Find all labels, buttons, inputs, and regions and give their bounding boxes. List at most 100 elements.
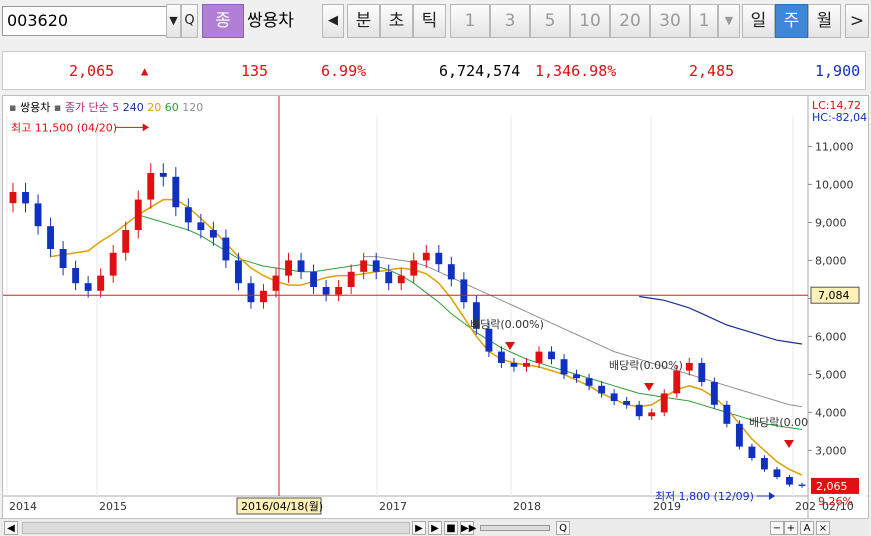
candle-body <box>472 302 480 329</box>
period-minute[interactable]: 분 <box>347 4 380 38</box>
play-button[interactable]: ▶ <box>428 521 442 535</box>
low-annotation: 최저 1,800 (12/09) <box>655 490 754 503</box>
stock-code-input[interactable]: 003620 <box>2 6 198 36</box>
candle-body <box>760 458 768 470</box>
period-20[interactable]: 20 <box>610 4 650 38</box>
candle-body <box>260 290 267 303</box>
volume-rate: 1,346.98% <box>535 62 617 80</box>
scroll-left-button[interactable]: ◀ <box>4 521 18 535</box>
crosshair-date-box <box>236 497 322 515</box>
zoom-out-button[interactable]: − <box>770 521 784 535</box>
horizontal-scrollbar[interactable] <box>22 522 410 534</box>
ma240-line <box>639 295 803 345</box>
period-week[interactable]: 주 <box>775 4 808 38</box>
close-icon[interactable]: × <box>816 521 830 535</box>
candle-body <box>735 423 743 447</box>
candle-body <box>9 192 17 204</box>
quote-bar: 2,065 ▲ 135 6.99% 6,724,574 1,346.98% 2,… <box>2 51 866 90</box>
candle-body <box>172 176 180 208</box>
dividend-annotation: 배당락(0.00 <box>749 416 808 429</box>
legend-ma5: 5 <box>112 101 120 114</box>
legend-stock: 쌍용차 <box>19 101 51 114</box>
candle-body <box>234 260 242 284</box>
type-button[interactable]: 종 <box>202 4 244 38</box>
candle-body <box>685 363 693 371</box>
legend-ma120: 120 <box>182 101 204 114</box>
fast-forward-button[interactable]: ▶▶ <box>460 521 477 535</box>
scroll-right-button[interactable]: ▶ <box>412 521 426 535</box>
dividend-annotation: 배당락(0.00%) <box>470 318 544 331</box>
period-10[interactable]: 10 <box>570 4 610 38</box>
candle-body <box>247 283 255 303</box>
y-tick-label: 4,000 <box>815 406 847 419</box>
period-day[interactable]: 일 <box>742 4 775 38</box>
candle-body <box>548 351 555 360</box>
code-dropdown-button[interactable]: ▼ <box>166 4 181 38</box>
candle-body <box>72 268 80 284</box>
period-dropdown-icon[interactable]: ▼ <box>718 4 740 38</box>
x-tick-label: 2018 <box>513 500 541 513</box>
crosshair-date-label: 2016/04/18(월) <box>241 500 323 513</box>
period-month[interactable]: 월 <box>808 4 841 38</box>
stop-button[interactable]: ■ <box>444 521 458 535</box>
chart-navigation-bar: ◀ ▶ ▶ ■ ▶▶ Q − + A × <box>0 518 869 536</box>
zoom-icon[interactable]: Q <box>556 521 570 535</box>
toolbar: 003620 ▼ Q 종 쌍용차 ◀ 분 초 틱 1 3 5 10 20 30 … <box>0 0 871 44</box>
crosshair-price-box <box>810 286 860 304</box>
candle-body <box>723 404 731 424</box>
candle-body <box>460 279 468 303</box>
up-arrow-icon: ▲ <box>141 64 149 78</box>
y-tick-label: 5,000 <box>815 368 847 381</box>
candle-body <box>798 484 806 486</box>
period-3[interactable]: 3 <box>490 4 530 38</box>
search-icon[interactable]: Q <box>181 4 198 38</box>
prev-button[interactable]: ◀ <box>322 4 344 38</box>
candle-body <box>635 404 643 417</box>
period-custom[interactable]: 1 <box>690 4 718 38</box>
candle-body <box>297 260 305 272</box>
candle-body <box>122 230 130 253</box>
current-rate-label: 9.26% <box>818 495 853 508</box>
zoom-in-button[interactable]: + <box>784 521 798 535</box>
low-arrow-icon <box>768 492 775 500</box>
candle-body <box>573 374 581 379</box>
candle-body <box>22 192 29 204</box>
period-tick[interactable]: 틱 <box>413 4 446 38</box>
candle-body <box>84 283 92 291</box>
candle-body <box>159 173 167 177</box>
y-tick-label: 6,000 <box>815 330 847 343</box>
candle-body <box>397 275 405 284</box>
high-price: 2,485 <box>689 62 735 80</box>
price-change: 135 <box>241 62 269 80</box>
period-30[interactable]: 30 <box>650 4 690 38</box>
candle-body <box>34 203 42 227</box>
zoom-slider[interactable] <box>480 525 550 531</box>
ma20-line <box>50 198 803 476</box>
candle-body <box>773 469 781 477</box>
change-rate: 6.99% <box>321 62 367 80</box>
candle-body <box>372 260 380 272</box>
chart-canvas[interactable]: 11,00010,0009,0008,0007,0006,0005,0004,0… <box>3 96 868 518</box>
hc-label: HC:-82,04 <box>812 111 867 124</box>
legend-ma60: 60 <box>164 101 179 114</box>
period-5[interactable]: 5 <box>530 4 570 38</box>
period-second[interactable]: 초 <box>380 4 413 38</box>
high-arrow-icon <box>142 123 149 132</box>
candle-body <box>485 328 493 352</box>
dividend-annotation: 배당락(0.00%) <box>609 359 683 372</box>
x-tick-label: 202 <box>795 500 816 513</box>
candle-body <box>47 226 55 249</box>
period-1[interactable]: 1 <box>450 4 490 38</box>
dividend-arrow-icon <box>644 383 654 391</box>
legend-ma20: 20 <box>147 101 162 114</box>
candle-body <box>209 230 217 238</box>
candle-body <box>510 363 518 367</box>
candle-body <box>698 363 706 382</box>
dividend-arrow-icon <box>505 342 515 350</box>
price-chart[interactable]: ▪ 쌍용차 ▪ 종가 단순 5 240 20 60 120 11,000 10,0… <box>2 95 869 536</box>
auto-scale-button[interactable]: A <box>800 521 814 535</box>
candle-body <box>310 271 318 287</box>
x-tick-label: 2014 <box>9 500 37 513</box>
volume: 6,724,574 <box>439 62 521 80</box>
next-arrow-icon[interactable]: > <box>845 4 869 38</box>
